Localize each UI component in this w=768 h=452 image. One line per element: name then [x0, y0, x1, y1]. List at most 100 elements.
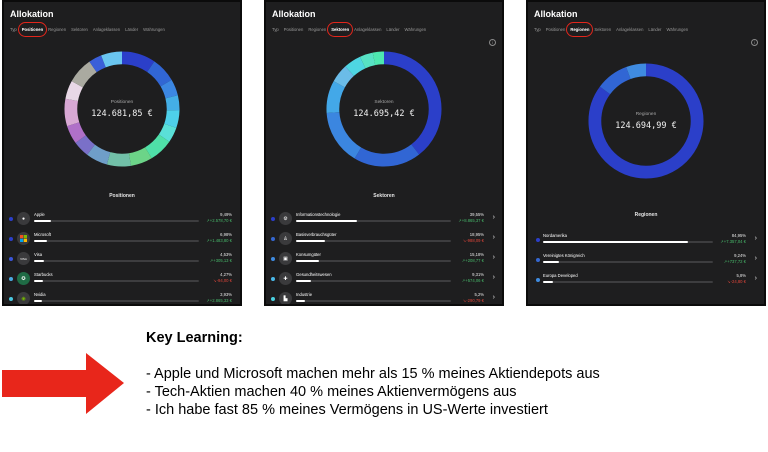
donut-chart-regions[interactable]: Regionen 124.694,99 € [587, 62, 705, 180]
list-item-visa[interactable]: VISA Visa 4,53% ↗+305,13 € [4, 249, 240, 269]
chevron-right-icon[interactable]: › [754, 235, 757, 242]
list-item-united-kingdom[interactable]: Vereinigtes Königreich 9,24% ↗+737,72 € … [528, 250, 764, 270]
chevron-right-icon[interactable]: › [492, 274, 495, 281]
list-item-nvidia[interactable]: ◉ Nvidia 3,93% ↗+2.865,33 € [4, 289, 240, 304]
tab-anlageklassen[interactable]: Anlageklassen [616, 27, 644, 32]
donut-svg [326, 51, 442, 167]
tab-regionen[interactable]: Regionen [308, 27, 327, 32]
share-percent: 5,8% [736, 273, 746, 278]
list-item-north-america[interactable]: Nordamerika 84,95% ↗+7.357,04 € › [528, 230, 764, 250]
donut-center: Regionen 124.694,99 € [587, 112, 705, 131]
nvidia-icon: ◉ [17, 292, 30, 304]
chevron-right-icon[interactable]: › [754, 275, 757, 282]
tab-laender[interactable]: Länder [648, 27, 662, 32]
list-item-europe-developed[interactable]: Europa Developed 5,8% ↘-24,80 € › [528, 270, 764, 290]
list-item-consumer-staples[interactable]: ♙ Basisverbrauchsgüter 18,95% ↘-988,09 €… [266, 229, 502, 249]
tab-regionen[interactable]: Regionen [566, 22, 594, 37]
section-title: Regionen [634, 212, 658, 218]
change-value: ↘-24,80 € [727, 279, 746, 284]
change-value: ↗+7.357,04 € [720, 239, 746, 244]
color-dot [9, 237, 13, 241]
position-name: Visa [34, 252, 43, 257]
info-icon[interactable]: i [489, 39, 496, 46]
tab-sektoren[interactable]: Sektoren [594, 27, 612, 32]
change-value: ↗+305,13 € [209, 258, 232, 263]
share-bar [296, 220, 451, 222]
tab-anlageklassen[interactable]: Anlageklassen [92, 27, 121, 32]
info-icon[interactable]: i [751, 39, 758, 46]
tab-regionen[interactable]: Regionen [48, 27, 67, 32]
change-value: ↗+737,72 € [723, 259, 746, 264]
share-bar [34, 220, 199, 222]
position-name: Apple [34, 212, 45, 217]
chevron-right-icon[interactable]: › [492, 254, 495, 261]
donut-total-value: 124.695,42 € [353, 109, 415, 119]
tab-anlageklassen[interactable]: Anlageklassen [354, 27, 382, 32]
starbucks-icon: ✪ [17, 272, 30, 285]
tab-sektoren[interactable]: Sektoren [71, 27, 88, 32]
tab-laender[interactable]: Länder [125, 27, 139, 32]
share-bar [296, 280, 451, 282]
donut-chart-positions[interactable]: Positionen 124.681,85 € [63, 50, 181, 168]
tab-waehrungen[interactable]: Währungen [404, 27, 427, 32]
key-learning-point: - Ich habe fast 85 % meines Vermögens in… [146, 402, 548, 418]
donut-label: Sektoren [374, 100, 394, 105]
region-name: Vereinigtes Königreich [543, 253, 585, 258]
chevron-right-icon[interactable]: › [492, 234, 495, 241]
sector-name: Basisverbrauchsgüter [296, 232, 337, 237]
tab-positionen[interactable]: Positionen [283, 27, 304, 32]
chevron-right-icon[interactable]: › [754, 255, 757, 262]
share-percent: 3,93% [220, 292, 232, 297]
factory-icon: ▙ [279, 292, 292, 304]
share-percent: 9,31% [472, 272, 484, 277]
donut-svg [588, 63, 704, 179]
visa-icon: VISA [17, 252, 30, 265]
tab-positionen[interactable]: Positionen [17, 22, 48, 37]
region-name: Europa Developed [543, 273, 578, 278]
region-name: Nordamerika [543, 233, 567, 238]
share-bar [296, 300, 451, 302]
change-value: ↘-94,00 € [213, 278, 232, 283]
list-item-industry[interactable]: ▙ Industrie 5,2% ↘-290,79 € › [266, 289, 502, 304]
color-dot [536, 238, 540, 242]
donut-center: Sektoren 124.695,42 € [325, 100, 443, 119]
sector-name: Konsumgüter [296, 252, 321, 257]
change-value: ↘-290,79 € [462, 298, 484, 303]
change-value: ↗+1.483,80 € [206, 238, 232, 243]
tab-sektoren[interactable]: Sektoren [327, 22, 354, 37]
tab-waehrungen[interactable]: Währungen [666, 27, 689, 32]
tab-typ[interactable]: Typ [272, 27, 279, 32]
chevron-right-icon[interactable]: › [492, 214, 495, 221]
allocation-panel-regions: Allokation Typ Positionen Regionen Sekto… [526, 0, 766, 306]
tab-typ[interactable]: Typ [534, 27, 541, 32]
arrow-right-icon [2, 353, 124, 414]
position-name: Starbucks [34, 272, 53, 277]
sector-name: Industrie [296, 292, 313, 297]
color-dot [9, 257, 13, 261]
section-title: Sektoren [373, 193, 395, 199]
tab-positionen[interactable]: Positionen [545, 27, 566, 32]
color-dot [9, 277, 13, 281]
donut-center: Positionen 124.681,85 € [63, 100, 181, 119]
donut-chart-sectors[interactable]: Sektoren 124.695,42 € [325, 50, 443, 168]
share-percent: 9,24% [734, 253, 746, 258]
change-value: ↗+2.865,33 € [206, 298, 232, 303]
key-learning: Key Learning: - Apple und Microsoft mach… [146, 330, 600, 419]
list-item-consumer-goods[interactable]: ▣ Konsumgüter 15,18% ↗+208,77 € › [266, 249, 502, 269]
donut-svg [64, 51, 180, 167]
tab-waehrungen[interactable]: Währungen [143, 27, 165, 32]
list-item-microsoft[interactable]: Microsoft 6,98% ↗+1.483,80 € [4, 229, 240, 249]
change-value: ↗+2.578,70 € [206, 218, 232, 223]
donut-label: Regionen [635, 112, 657, 117]
list-item-apple[interactable]: ● Apple 9,49% ↗+2.578,70 € [4, 209, 240, 229]
shopping-icon: ▣ [279, 252, 292, 265]
share-bar [543, 241, 713, 243]
share-percent: 4,27% [220, 272, 232, 277]
list-item-starbucks[interactable]: ✪ Starbucks 4,27% ↘-94,00 € [4, 269, 240, 289]
chevron-right-icon[interactable]: › [492, 294, 495, 301]
tab-typ[interactable]: Typ [10, 27, 17, 32]
list-item-it[interactable]: ⚙ Informationstechnologie 39,55% ↗+8.865… [266, 209, 502, 229]
list-item-healthcare[interactable]: ✚ Gesundheitswesen 9,31% ↗+574,06 € › [266, 269, 502, 289]
tab-laender[interactable]: Länder [386, 27, 400, 32]
key-learning-heading: Key Learning: [146, 330, 243, 346]
